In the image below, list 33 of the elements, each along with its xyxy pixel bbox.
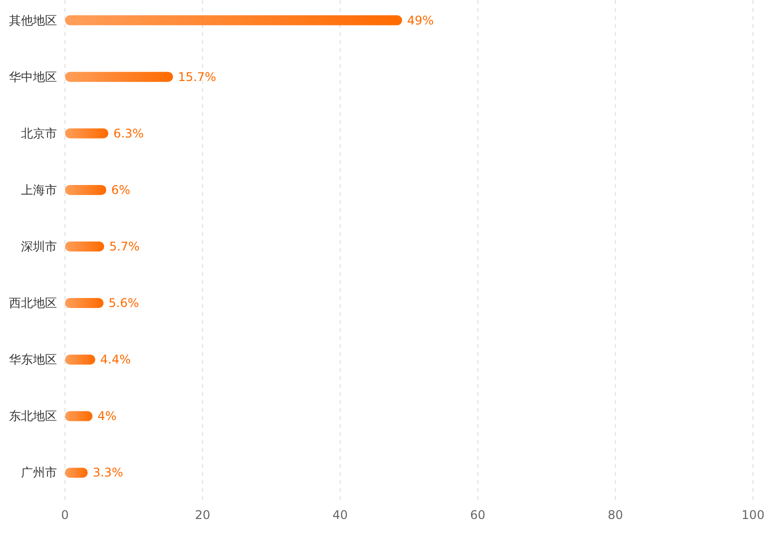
y-tick-label: 华东地区 bbox=[9, 352, 57, 367]
data-label: 4.4% bbox=[100, 352, 131, 367]
data-label: 15.7% bbox=[178, 70, 216, 84]
x-tick-label: 100 bbox=[742, 508, 764, 522]
y-tick-label: 深圳市 bbox=[21, 240, 57, 254]
x-tick-label: 0 bbox=[61, 508, 69, 522]
y-tick-label: 其他地区 bbox=[9, 13, 57, 28]
x-tick-label: 60 bbox=[470, 508, 486, 522]
bar bbox=[65, 411, 93, 422]
data-label: 6.3% bbox=[113, 126, 144, 140]
y-tick-label: 广州市 bbox=[21, 466, 57, 480]
data-label: 6% bbox=[111, 182, 130, 197]
x-tick-label: 20 bbox=[194, 508, 210, 522]
bar bbox=[65, 184, 106, 195]
bar bbox=[65, 354, 96, 365]
y-tick-label: 华中地区 bbox=[9, 70, 57, 84]
bar bbox=[65, 298, 104, 308]
x-tick-label: 40 bbox=[332, 508, 348, 522]
bar bbox=[65, 128, 108, 138]
data-label: 3.3% bbox=[92, 466, 124, 480]
bar bbox=[65, 15, 402, 26]
bar bbox=[65, 72, 174, 82]
y-tick-label: 上海市 bbox=[21, 182, 57, 197]
x-tick-label: 80 bbox=[608, 508, 624, 522]
bar bbox=[65, 242, 104, 252]
data-label: 5.7% bbox=[109, 240, 140, 254]
data-label: 4% bbox=[98, 409, 117, 424]
y-tick-label: 西北地区 bbox=[9, 296, 57, 310]
bar bbox=[65, 468, 88, 478]
data-label: 49% bbox=[407, 13, 434, 28]
data-label: 5.6% bbox=[108, 296, 140, 310]
y-tick-label: 北京市 bbox=[21, 126, 57, 140]
y-tick-label: 东北地区 bbox=[9, 409, 57, 424]
